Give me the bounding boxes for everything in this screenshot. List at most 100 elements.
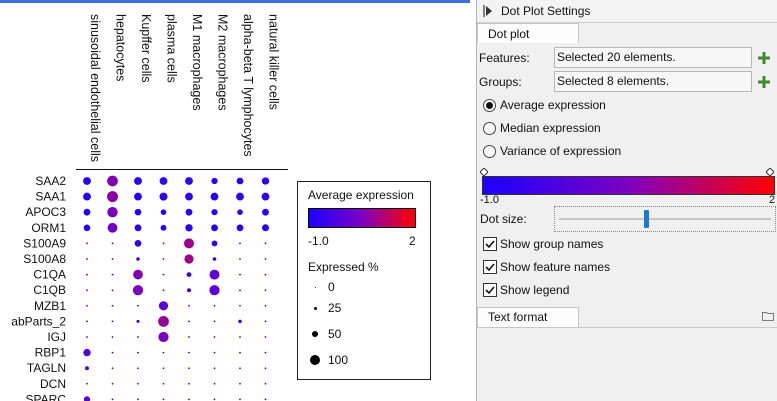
radio-average-expression[interactable]: Average expression [483, 97, 743, 115]
dot-mark [264, 351, 267, 354]
dot-mark [239, 304, 241, 307]
color-gradient-bar[interactable] [483, 177, 774, 194]
dot-mark [210, 192, 219, 201]
dot-mark [107, 175, 118, 187]
legend-size-dot [313, 306, 317, 310]
dot-mark [137, 398, 139, 401]
column-label: sinusoidal endothelial cells [88, 14, 102, 162]
radio-label: Average expression [500, 98, 606, 112]
legend-size-label: 25 [328, 301, 342, 315]
dot-mark [213, 304, 216, 307]
legend-size-row: 0 [308, 278, 418, 296]
panel-header[interactable]: Dot Plot Settings [477, 0, 777, 23]
dot-mark [239, 382, 241, 385]
dot-mark [137, 304, 139, 307]
checkbox-show-group-names[interactable]: Show group names [483, 236, 743, 254]
checkbox-label: Show legend [500, 283, 570, 297]
radio-median-expression[interactable]: Median expression [483, 120, 743, 138]
dot-mark [238, 319, 242, 324]
legend-size-dot [312, 331, 318, 337]
dot-mark [134, 177, 142, 185]
checkbox[interactable] [483, 237, 497, 251]
dot-mark [132, 285, 144, 296]
dot-mark [213, 336, 216, 338]
slider-track[interactable] [559, 218, 771, 220]
text-format-section-header: Text format [477, 307, 777, 328]
row-label: IGJ [47, 330, 66, 344]
checkbox-label: Show group names [500, 237, 604, 251]
features-value: Selected 20 elements. [557, 50, 676, 64]
checkbox-show-legend[interactable]: Show legend [483, 282, 743, 300]
dot-plot-area: sinusoidal endothelial cells hepatocytes K… [0, 0, 470, 401]
dot-mark [111, 304, 114, 307]
legend-size-title: Expressed % [308, 260, 379, 274]
dot-mark [83, 224, 91, 232]
checkbox-show-feature-names[interactable]: Show feature names [483, 259, 743, 277]
dot-mark [261, 192, 270, 201]
dot-mark [111, 351, 114, 354]
add-features-icon[interactable] [758, 52, 770, 64]
dot-mark [134, 192, 142, 201]
radio-variance-of-expression[interactable]: Variance of expression [483, 143, 743, 161]
add-groups-icon[interactable] [758, 76, 770, 88]
dot-mark [264, 242, 267, 245]
dot-mark [111, 367, 114, 370]
checkbox[interactable] [483, 260, 497, 274]
row-label: SPARC [26, 392, 67, 401]
dot-mark [185, 208, 193, 216]
dot-size-slider[interactable] [554, 206, 776, 232]
dot-mark [236, 224, 244, 232]
features-field[interactable]: Selected 20 elements. [554, 47, 752, 68]
dot-mark [209, 285, 220, 296]
dot-mark [162, 258, 165, 260]
tab-dot-plot[interactable]: Dot plot [477, 23, 579, 43]
gradient-min-handle[interactable] [480, 168, 488, 176]
dot-mark [134, 240, 142, 247]
dot-mark [264, 320, 267, 323]
dot-plot-settings-panel: Dot Plot Settings Dot plot Features: Sel… [476, 0, 777, 401]
dot-mark [261, 177, 270, 185]
dot-mark [185, 177, 193, 185]
folder-icon[interactable] [762, 311, 774, 321]
dot-plot-chart: sinusoidal endothelial cells hepatocytes K… [11, 14, 288, 401]
groups-value: Selected 8 elements. [557, 74, 670, 88]
slider-thumb[interactable] [644, 210, 649, 228]
row-label: SAA2 [35, 174, 66, 188]
dot-mark [86, 258, 88, 260]
radio-button[interactable] [483, 122, 496, 135]
features-label: Features: [479, 51, 530, 65]
dot-mark [188, 367, 190, 370]
radio-button[interactable] [483, 99, 496, 112]
dot-mark [264, 258, 267, 260]
column-label: M1 macrophages [190, 14, 204, 111]
column-label: natural killer cells [267, 14, 281, 110]
groups-field[interactable]: Selected 8 elements. [554, 71, 752, 92]
dot-mark [188, 320, 190, 323]
dot-mark [111, 320, 114, 323]
tab-text-format[interactable]: Text format [477, 307, 579, 328]
dot-mark [187, 288, 191, 293]
radio-label: Variance of expression [500, 144, 622, 158]
dot-mark [133, 269, 143, 280]
dot-mark [239, 289, 241, 292]
dot-mark [264, 382, 267, 385]
plot-legend: Average expression -1.0 2 Expressed % 0 … [297, 181, 431, 380]
collapse-arrow-icon[interactable] [483, 5, 493, 17]
checkbox-label: Show feature names [500, 260, 611, 274]
panel-title: Dot Plot Settings [501, 4, 591, 18]
dot-mark [83, 396, 91, 401]
row-label: C1QB [33, 283, 66, 297]
radio-selected-dot [486, 102, 493, 109]
checkmark-icon [485, 263, 495, 272]
gradient-max-handle[interactable] [766, 168, 774, 176]
row-label: MZB1 [34, 299, 66, 313]
dot-mark [83, 348, 91, 357]
checkbox[interactable] [483, 283, 497, 297]
dot-mark [264, 289, 267, 292]
dot-mark [134, 224, 142, 232]
color-gradient-editor[interactable] [482, 176, 775, 195]
radio-button[interactable] [483, 145, 496, 158]
dot-mark [239, 336, 241, 338]
dot-mark [162, 398, 165, 401]
dot-mark [239, 258, 241, 260]
